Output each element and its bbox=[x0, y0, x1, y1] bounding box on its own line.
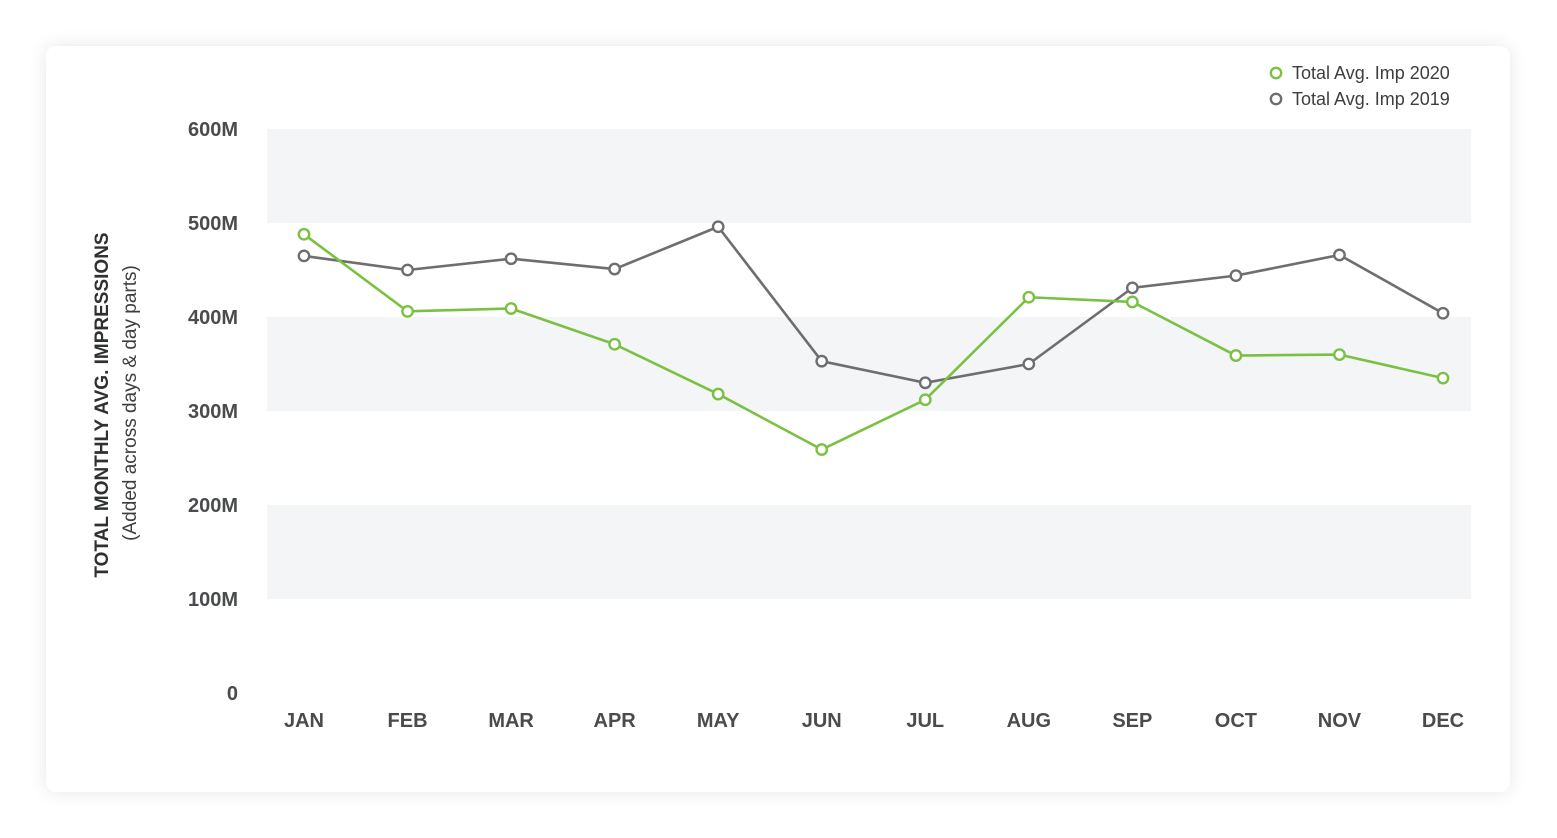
data-point bbox=[504, 302, 518, 315]
band-5 bbox=[267, 129, 1471, 223]
y-axis-subtitle: (Added across days & day parts) bbox=[120, 265, 141, 541]
data-point bbox=[608, 262, 622, 276]
data-point bbox=[297, 249, 311, 263]
legend-item: Total Avg. Imp 2019 bbox=[1269, 89, 1450, 109]
legend-item: Total Avg. Imp 2020 bbox=[1269, 63, 1450, 83]
x-tick-label: NOV bbox=[1318, 710, 1362, 732]
x-tick-label: AUG bbox=[1007, 710, 1051, 732]
data-point bbox=[711, 387, 725, 401]
y-tick-label: 200M bbox=[188, 495, 238, 517]
legend-label: Total Avg. Imp 2019 bbox=[1292, 89, 1450, 109]
x-tick-label: JUL bbox=[906, 710, 944, 732]
legend-label: Total Avg. Imp 2020 bbox=[1292, 63, 1450, 83]
data-point bbox=[1022, 357, 1036, 371]
data-point bbox=[297, 227, 311, 241]
series-1 bbox=[297, 220, 1450, 390]
data-point bbox=[401, 263, 414, 277]
data-point bbox=[1022, 290, 1036, 304]
series-line bbox=[303, 225, 1444, 385]
y-tick-label: 400M bbox=[188, 307, 238, 329]
data-point bbox=[504, 252, 518, 266]
data-point bbox=[815, 354, 829, 368]
x-tick-label: APR bbox=[594, 710, 637, 732]
x-tick-label: MAY bbox=[697, 710, 740, 732]
y-tick-label: 500M bbox=[188, 213, 238, 235]
data-point bbox=[1125, 295, 1139, 309]
y-axis-title: TOTAL MONTHLY AVG. IMPRESSIONS bbox=[92, 232, 113, 577]
data-point bbox=[1229, 349, 1243, 362]
y-tick-label: 100M bbox=[188, 589, 238, 611]
series-line bbox=[303, 233, 1444, 451]
x-axis-ticks: JAN FEB MAR APR MAY JUN JUL AUG SEP OCT NOV DEC bbox=[284, 710, 1464, 732]
band-3 bbox=[267, 317, 1471, 411]
data-point bbox=[1333, 348, 1346, 361]
data-point bbox=[815, 443, 829, 456]
data-point bbox=[1125, 281, 1139, 295]
data-point bbox=[608, 337, 622, 351]
data-point bbox=[1333, 248, 1346, 262]
x-tick-label: OCT bbox=[1215, 710, 1257, 732]
data-point bbox=[918, 376, 932, 390]
y-tick-label: 0 bbox=[227, 683, 238, 705]
band-1 bbox=[267, 505, 1471, 599]
series-0 bbox=[297, 227, 1450, 456]
x-tick-label: JAN bbox=[284, 710, 324, 732]
x-tick-label: MAR bbox=[488, 710, 534, 732]
data-point bbox=[1436, 306, 1450, 320]
y-axis-label: TOTAL MONTHLY AVG. IMPRESSIONS (Added ac… bbox=[92, 232, 141, 577]
y-tick-label: 600M bbox=[188, 119, 238, 141]
data-point bbox=[1436, 371, 1450, 385]
legend-marker bbox=[1269, 92, 1283, 106]
x-tick-label: JUN bbox=[802, 710, 842, 732]
x-tick-label: DEC bbox=[1422, 710, 1464, 732]
y-axis-ticks: 0 100M 200M 300M 400M 500M 600M bbox=[188, 119, 238, 705]
legend: Total Avg. Imp 2020 Total Avg. Imp 2019 bbox=[1269, 63, 1450, 109]
data-point bbox=[1229, 269, 1243, 283]
background-bands bbox=[267, 129, 1471, 599]
data-point bbox=[918, 393, 932, 407]
x-tick-label: FEB bbox=[388, 710, 428, 732]
x-tick-label: SEP bbox=[1112, 710, 1152, 732]
legend-marker bbox=[1269, 66, 1283, 80]
series-lines bbox=[297, 220, 1450, 456]
data-point bbox=[711, 220, 725, 234]
y-tick-label: 300M bbox=[188, 401, 238, 423]
data-point bbox=[401, 304, 414, 318]
